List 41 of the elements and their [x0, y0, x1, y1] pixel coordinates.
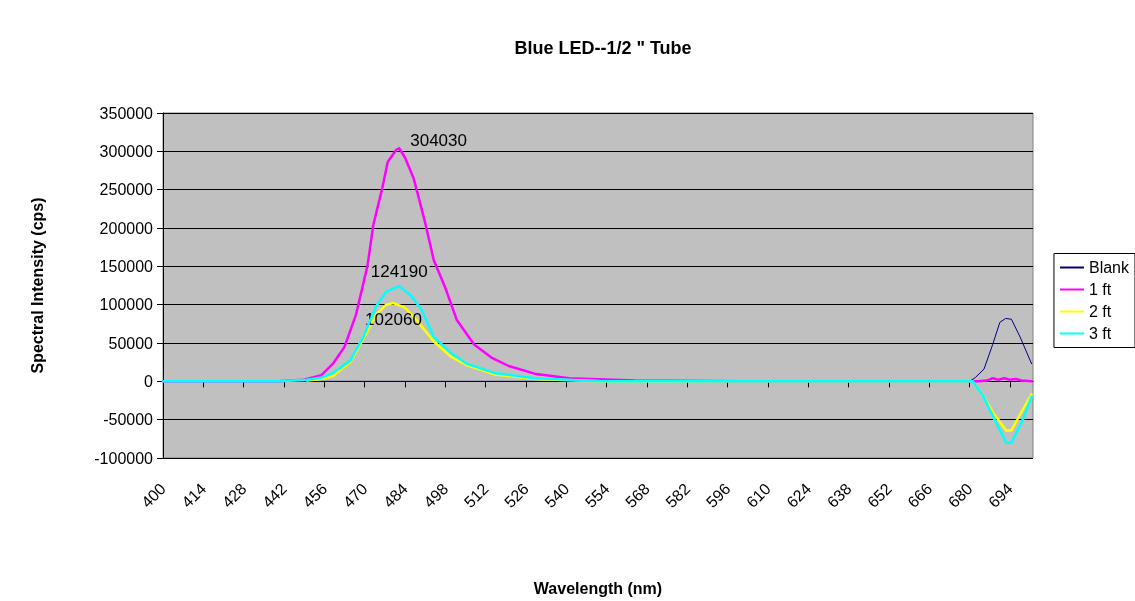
x-tick-label: 540: [541, 479, 573, 511]
legend-label: 3 ft: [1088, 325, 1112, 342]
x-tick-label: 414: [178, 479, 210, 511]
y-tick-label: 200000: [99, 219, 154, 237]
x-tick-label: 400: [138, 479, 170, 511]
x-tick-label: 526: [501, 479, 533, 511]
y-tick-label: 50000: [108, 334, 154, 352]
y-axis-title: Spectral Intensity (cps): [28, 197, 46, 374]
x-tick-label: 498: [420, 479, 452, 511]
x-tick-label: 666: [904, 479, 936, 511]
x-tick-label: 694: [985, 479, 1017, 511]
x-axis-title: Wavelength (nm): [533, 579, 663, 597]
y-tick-label: 350000: [99, 104, 154, 122]
x-tick-label: 610: [743, 479, 775, 511]
x-tick-label: 554: [581, 479, 613, 511]
x-tick-label: 582: [662, 479, 694, 511]
y-tick-label: 100000: [99, 296, 154, 314]
legend-label: Blank: [1088, 259, 1130, 276]
x-tick-label: 652: [864, 479, 896, 511]
chart-title: Blue LED--1/2 " Tube: [514, 38, 692, 58]
x-tick-label: 456: [299, 479, 331, 511]
legend-label: 1 ft: [1088, 281, 1112, 298]
x-tick-label: 568: [622, 479, 654, 511]
x-tick-label: 442: [259, 479, 291, 511]
y-tick-label: 150000: [99, 257, 154, 275]
x-tick-label: 638: [823, 479, 855, 511]
y-tick-label: -50000: [103, 411, 154, 429]
legend-label: 2 ft: [1088, 303, 1112, 320]
data-label: 124190: [370, 262, 428, 282]
x-tick-label: 680: [944, 479, 976, 511]
y-tick-label: 250000: [99, 181, 154, 199]
x-tick-label: 484: [380, 479, 412, 511]
x-tick-label: 470: [339, 479, 371, 511]
x-tick-label: 624: [783, 479, 815, 511]
x-tick-label: 512: [460, 479, 492, 511]
y-tick-label: 300000: [99, 142, 154, 160]
y-tick-label: -100000: [94, 449, 154, 467]
y-tick-label: 0: [144, 372, 154, 390]
x-tick-label: 428: [218, 479, 250, 511]
data-label: 304030: [410, 130, 467, 150]
x-tick-label: 596: [702, 479, 734, 511]
